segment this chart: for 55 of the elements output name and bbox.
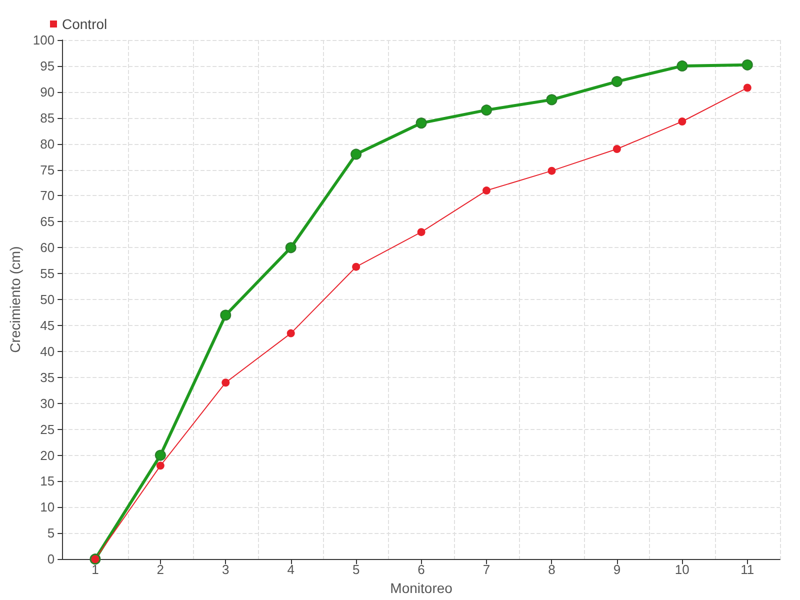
point	[220, 310, 232, 321]
point	[154, 450, 166, 461]
x-tick-label: 9	[613, 562, 621, 578]
point	[285, 242, 296, 254]
legend-label: Control	[62, 16, 108, 32]
point	[481, 104, 492, 116]
y-tick-label: 35	[40, 370, 55, 385]
y-tick-label: 50	[40, 292, 55, 308]
x-tick-label: 2	[156, 562, 164, 578]
y-tick-label: 75	[40, 162, 55, 178]
point	[678, 118, 686, 126]
x-tick-label: 10	[674, 562, 690, 578]
y-tick-label: 25	[40, 422, 55, 437]
x-tick-label: 6	[418, 562, 425, 578]
y-tick-label: 60	[40, 240, 55, 256]
x-tick-label: 11	[740, 562, 754, 578]
x-tick-label: 7	[482, 562, 490, 578]
y-tick-label: 40	[40, 344, 55, 359]
y-tick-label: 55	[40, 266, 55, 282]
y-tick-label: 65	[40, 214, 55, 230]
point	[546, 94, 558, 106]
x-tick-label: 3	[222, 562, 230, 578]
point	[156, 462, 164, 470]
y-tick-label: 95	[40, 58, 55, 74]
point	[612, 145, 621, 154]
y-tick-label: 10	[40, 500, 55, 515]
point	[742, 59, 753, 70]
x-tick-label: 4	[287, 562, 294, 578]
y-tick-label: 15	[40, 474, 55, 489]
y-axis-title: Crecimiento (cm)	[7, 246, 23, 353]
point	[611, 76, 622, 88]
point	[350, 148, 362, 160]
point	[352, 262, 360, 271]
point	[416, 118, 427, 129]
y-tick-label: 20	[40, 448, 55, 463]
point	[286, 329, 295, 338]
x-axis-title: Monitoreo	[390, 580, 453, 596]
y-tick-label: 100	[32, 32, 55, 48]
x-tick-label: 1	[92, 562, 99, 578]
y-tick-label: 70	[40, 188, 55, 204]
point	[417, 228, 426, 236]
x-tick-label: 8	[548, 562, 556, 578]
y-tick-label: 80	[40, 136, 55, 152]
y-tick-label: 90	[40, 84, 55, 100]
y-tick-label: 85	[40, 110, 55, 126]
point	[222, 378, 230, 387]
x-tick-label: 5	[352, 562, 360, 578]
point	[482, 186, 491, 195]
y-tick-label: 45	[40, 318, 55, 334]
y-tick-label: 5	[47, 526, 55, 541]
y-tick-label: 30	[40, 396, 55, 411]
y-tick-label: 0	[47, 552, 55, 567]
point	[743, 84, 752, 92]
point	[548, 166, 556, 175]
point	[676, 60, 688, 72]
